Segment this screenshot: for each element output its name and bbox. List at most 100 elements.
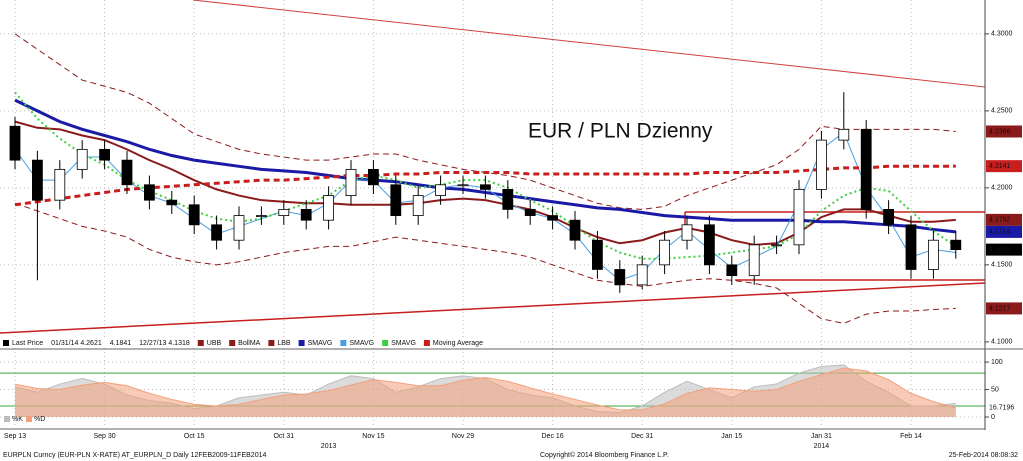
x-tick-label: Nov 29 [452, 433, 474, 440]
candle-body [950, 239, 962, 251]
legend-label: SMAVG [391, 340, 416, 347]
legend-swatch [26, 416, 32, 422]
legend-label: %K [12, 416, 23, 423]
value-tag [986, 401, 1022, 414]
x-tick-label: Sep 13 [4, 433, 26, 440]
x-tick-label: Dec 16 [542, 433, 564, 440]
legend-background [0, 337, 520, 348]
trend-line [192, 0, 986, 88]
candle-body [524, 209, 536, 216]
legend-swatch [229, 340, 236, 346]
candle-body [614, 269, 626, 286]
candle-body [838, 128, 850, 141]
legend-label: Last Price [12, 340, 43, 347]
candle-body [659, 239, 670, 266]
legend-label: SMAVG [349, 340, 374, 347]
x-year-label: 2014 [814, 443, 830, 450]
y-tick-label: 4.2500 [991, 108, 1013, 115]
candle-body [435, 184, 447, 196]
x-tick-label: Jan 31 [811, 433, 832, 440]
candle-body [278, 209, 290, 216]
legend-stat: 01/31/14 4.2621 [51, 340, 102, 347]
x-tick-label: Dec 31 [631, 433, 653, 440]
chart-title: EUR / PLN Dzienny [528, 120, 713, 143]
candle-body [479, 184, 491, 190]
legend-swatch [268, 340, 275, 346]
series-line [14, 164, 956, 207]
candle-body [367, 168, 379, 186]
candle-body [502, 188, 514, 210]
candle-body [255, 215, 267, 217]
candle-body [32, 159, 43, 201]
y-tick-label: 4.3000 [991, 31, 1013, 38]
candle-body [569, 219, 581, 241]
candle-body [54, 168, 66, 201]
x-tick-label: Feb 14 [900, 433, 922, 440]
candle-body [793, 188, 805, 246]
footer-center: Copyright© 2014 Bloomberg Finance L.P. [540, 451, 669, 459]
candle-body [143, 184, 155, 201]
candle-body [390, 184, 402, 216]
candle-body [905, 224, 917, 270]
candle-body [121, 159, 133, 186]
value-tag [986, 243, 1022, 256]
value-tag-label: 4.1714 [989, 229, 1011, 236]
legend-label: LBB [277, 340, 291, 347]
legend-swatch [298, 340, 305, 346]
y-tick-label: 4.2000 [991, 185, 1013, 192]
legend-stat: 4.1841 [110, 340, 132, 347]
footer-right: 25-Feb-2014 08:08:32 [949, 452, 1018, 459]
y-tick-label: 4.1500 [991, 262, 1013, 269]
candle-body [233, 215, 245, 241]
legend-swatch [197, 340, 204, 346]
value-tag [986, 302, 1022, 315]
x-year-label: 2013 [321, 443, 337, 450]
trend-line [0, 282, 986, 334]
value-tag-label: 4.2141 [989, 163, 1011, 170]
candle-body [592, 239, 603, 270]
candle-body [860, 128, 872, 210]
legend-swatch [4, 416, 10, 422]
value-tag [986, 160, 1022, 173]
candle-body [636, 264, 648, 286]
candle-body [704, 224, 715, 266]
series-area [15, 368, 956, 418]
series-line [14, 202, 956, 324]
legend-swatch [382, 340, 389, 346]
value-tag [986, 213, 1022, 226]
candle-body [816, 139, 827, 190]
candle-body [323, 195, 335, 221]
plot: Last Price 01/31/14 4.2621 4.1841 12/27/13 … [0, 33, 985, 423]
legend-label: UBB [207, 340, 222, 347]
legend-label: BollMA [238, 340, 261, 347]
legend-label: Moving Average [433, 340, 483, 347]
x-tick-label: Oct 31 [273, 433, 294, 440]
series-line [14, 367, 956, 411]
legend-swatch [340, 340, 347, 346]
legend-swatch [423, 340, 430, 346]
candle-body [300, 209, 312, 221]
legend-stat: 12/27/13 4.1318 [139, 340, 190, 347]
candle-body [726, 264, 738, 277]
legend-label: SMAVG [308, 340, 333, 347]
value-tag-label: 4.2366 [989, 128, 1011, 135]
candle-body [188, 204, 200, 226]
candle-body [883, 209, 894, 226]
y-tick-label: 0 [991, 414, 995, 421]
value-tag [986, 125, 1022, 138]
legend-swatch [3, 340, 9, 346]
value-tag [986, 225, 1022, 238]
legend-label: %D [34, 416, 45, 423]
x-tick-label: Jan 15 [721, 433, 742, 440]
candle-body [166, 199, 178, 206]
candle-body [412, 195, 424, 216]
value-tag-label: 4.1599 [989, 246, 1011, 253]
candle-body [457, 184, 469, 187]
value-tag-label: 16.7196 [989, 405, 1014, 412]
y-tick-label: 100 [991, 359, 1003, 366]
candle-body [547, 215, 558, 221]
value-tag-label: 4.1792 [989, 217, 1011, 224]
candle-body [76, 148, 88, 170]
axes: 4.1000 4.1500 4.2000 4.2500 4.3000 Sep 13 Sep … [4, 31, 1022, 450]
